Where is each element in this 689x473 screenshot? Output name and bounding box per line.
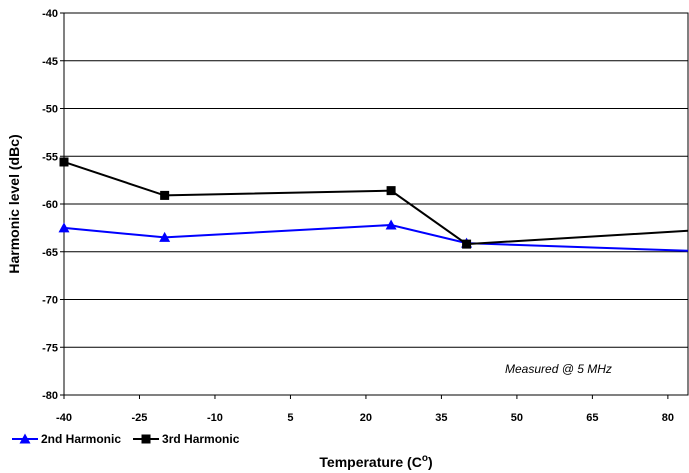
data-point — [58, 222, 70, 233]
x-tick-label: 20 — [360, 412, 372, 424]
y-tick-label: -40 — [42, 8, 58, 20]
grid-lines — [60, 12, 688, 396]
y-tick-label: -50 — [42, 104, 58, 116]
data-point — [159, 231, 171, 242]
y-tick-label: -45 — [42, 56, 58, 68]
legend-item: 3rd Harmonic — [133, 432, 240, 446]
y-tick-label: -65 — [42, 247, 58, 259]
legend-marker — [19, 433, 31, 444]
x-tick-label: 65 — [586, 412, 598, 424]
y-tick-label: -80 — [42, 390, 58, 402]
x-axis-title-superscript: o — [422, 453, 428, 464]
x-tick-label: -25 — [132, 412, 148, 424]
legend-label: 3rd Harmonic — [162, 432, 240, 446]
y-tick-labels: -40 -45 -50 -55 -60 -65 -70 -75 -80 — [42, 8, 58, 402]
x-tick-label: 80 — [662, 412, 674, 424]
data-point — [462, 239, 472, 249]
legend: 2nd Harmonic 3rd Harmonic — [12, 432, 240, 446]
series-line — [63, 224, 689, 252]
y-tick-label: -60 — [42, 199, 58, 211]
x-tick-label: -40 — [56, 412, 72, 424]
y-tick-label: -70 — [42, 295, 58, 307]
series-second-harmonic — [58, 219, 689, 252]
x-tick-labels: -40 -25 -10 5 20 35 50 65 80 — [56, 395, 674, 424]
data-point — [386, 186, 396, 196]
series-layer — [58, 157, 689, 252]
y-axis-title: Harmonic level (dBc) — [6, 134, 22, 273]
measurement-note: Measured @ 5 MHz — [505, 362, 612, 376]
legend-marker — [141, 434, 151, 444]
x-tick-label: 50 — [511, 412, 523, 424]
y-tick-label: -55 — [42, 151, 58, 163]
legend-label: 2nd Harmonic — [41, 432, 121, 446]
x-axis-title: Temperature (Co) — [319, 453, 432, 470]
data-point — [160, 190, 170, 200]
data-point — [385, 219, 397, 230]
series-line — [63, 161, 689, 246]
data-point — [59, 157, 69, 167]
x-axis-title-close: ) — [428, 454, 433, 470]
x-tick-label: 35 — [435, 412, 447, 424]
y-tick-label: -75 — [42, 342, 58, 354]
legend-item: 2nd Harmonic — [12, 432, 121, 446]
x-tick-label: 5 — [287, 412, 293, 424]
series-third-harmonic — [59, 157, 689, 249]
x-tick-label: -10 — [207, 412, 223, 424]
x-axis-title-main: Temperature (C — [319, 454, 421, 470]
plot-area — [63, 12, 689, 396]
